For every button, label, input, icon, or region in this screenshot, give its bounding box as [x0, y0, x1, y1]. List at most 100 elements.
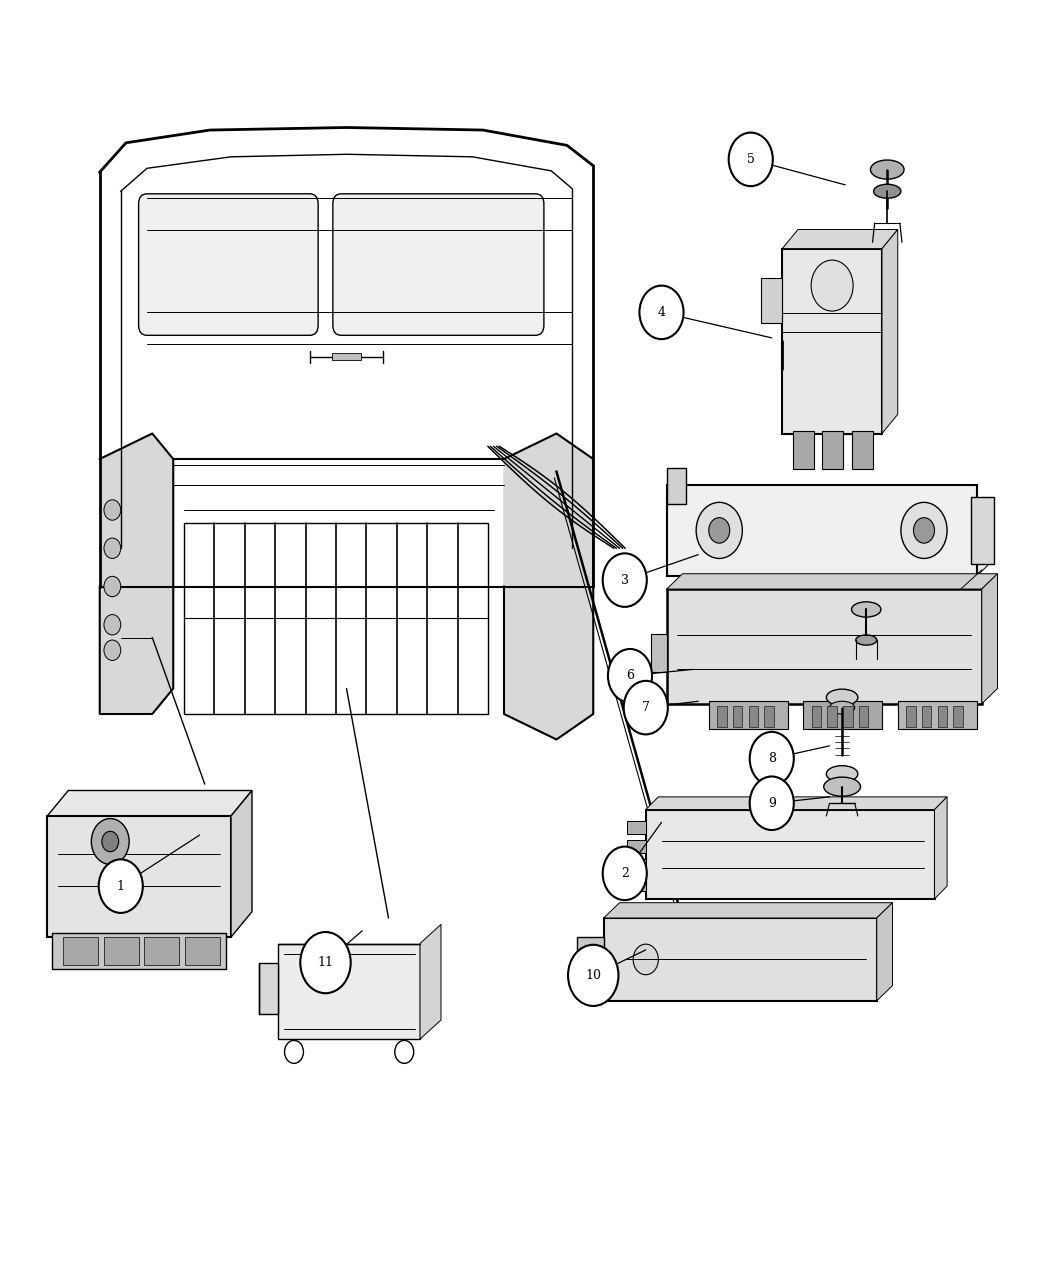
Bar: [906, 706, 916, 727]
Ellipse shape: [830, 701, 855, 714]
Circle shape: [633, 944, 658, 974]
Circle shape: [750, 732, 794, 785]
Text: 9: 9: [768, 797, 776, 810]
Circle shape: [104, 500, 121, 520]
Circle shape: [300, 932, 351, 993]
Bar: [627, 878, 646, 891]
Bar: [604, 918, 877, 1001]
Bar: [922, 706, 931, 727]
Polygon shape: [934, 797, 947, 899]
Bar: [667, 468, 686, 504]
Polygon shape: [877, 903, 892, 1001]
Bar: [782, 249, 882, 434]
Polygon shape: [100, 434, 173, 714]
Circle shape: [901, 502, 947, 558]
Text: 6: 6: [626, 669, 634, 682]
Circle shape: [104, 615, 121, 635]
Bar: [627, 840, 646, 853]
Circle shape: [750, 776, 794, 830]
Circle shape: [104, 538, 121, 558]
Polygon shape: [504, 434, 593, 740]
Bar: [627, 821, 646, 834]
Circle shape: [709, 518, 730, 543]
Bar: [578, 937, 604, 988]
Circle shape: [603, 553, 647, 607]
Circle shape: [811, 260, 853, 311]
Bar: [898, 701, 977, 729]
Circle shape: [914, 518, 934, 543]
Bar: [651, 634, 667, 672]
Polygon shape: [420, 924, 441, 1039]
Bar: [793, 431, 814, 469]
Text: 2: 2: [621, 867, 629, 880]
Circle shape: [696, 502, 742, 558]
Bar: [47, 816, 231, 937]
Bar: [938, 706, 947, 727]
Text: 11: 11: [317, 956, 334, 969]
Circle shape: [568, 945, 618, 1006]
Text: 7: 7: [642, 701, 650, 714]
Ellipse shape: [823, 778, 861, 796]
Text: 10: 10: [585, 969, 602, 982]
Circle shape: [104, 640, 121, 660]
Circle shape: [603, 847, 647, 900]
Ellipse shape: [874, 184, 901, 199]
Text: 8: 8: [768, 752, 776, 765]
Bar: [843, 706, 853, 727]
Bar: [827, 706, 837, 727]
Bar: [733, 706, 742, 727]
Bar: [627, 859, 646, 872]
Bar: [717, 706, 727, 727]
Bar: [822, 431, 843, 469]
Ellipse shape: [870, 161, 904, 180]
Text: 4: 4: [657, 306, 666, 319]
Circle shape: [104, 576, 121, 597]
Bar: [145, 937, 180, 965]
Circle shape: [608, 649, 652, 703]
Bar: [953, 706, 963, 727]
Ellipse shape: [826, 765, 858, 782]
Polygon shape: [47, 790, 252, 816]
Bar: [859, 706, 868, 727]
Text: 5: 5: [747, 153, 755, 166]
Circle shape: [102, 831, 119, 852]
Circle shape: [639, 286, 684, 339]
Bar: [709, 701, 788, 729]
Bar: [332, 353, 361, 360]
Bar: [749, 706, 758, 727]
Bar: [104, 937, 139, 965]
Polygon shape: [667, 574, 998, 589]
Bar: [812, 706, 821, 727]
Ellipse shape: [856, 635, 877, 645]
Polygon shape: [667, 561, 992, 576]
Bar: [184, 523, 488, 714]
Polygon shape: [782, 230, 898, 249]
Ellipse shape: [852, 602, 881, 617]
Ellipse shape: [826, 688, 858, 706]
Bar: [185, 937, 220, 965]
FancyBboxPatch shape: [139, 194, 318, 335]
Bar: [646, 810, 934, 899]
Circle shape: [624, 681, 668, 734]
Polygon shape: [882, 230, 898, 434]
Bar: [259, 963, 278, 1014]
Bar: [852, 431, 873, 469]
Bar: [971, 497, 994, 564]
Polygon shape: [646, 797, 947, 810]
Circle shape: [285, 1040, 303, 1063]
Text: 1: 1: [117, 880, 125, 892]
Circle shape: [729, 133, 773, 186]
Bar: [761, 278, 782, 323]
Polygon shape: [604, 903, 892, 918]
Polygon shape: [231, 790, 252, 937]
Bar: [764, 706, 774, 727]
Bar: [52, 933, 226, 969]
Polygon shape: [278, 944, 420, 1039]
Circle shape: [99, 859, 143, 913]
Bar: [667, 589, 982, 704]
Circle shape: [91, 819, 129, 864]
Text: 3: 3: [621, 574, 629, 586]
Circle shape: [395, 1040, 414, 1063]
Polygon shape: [982, 574, 997, 704]
Bar: [63, 937, 98, 965]
